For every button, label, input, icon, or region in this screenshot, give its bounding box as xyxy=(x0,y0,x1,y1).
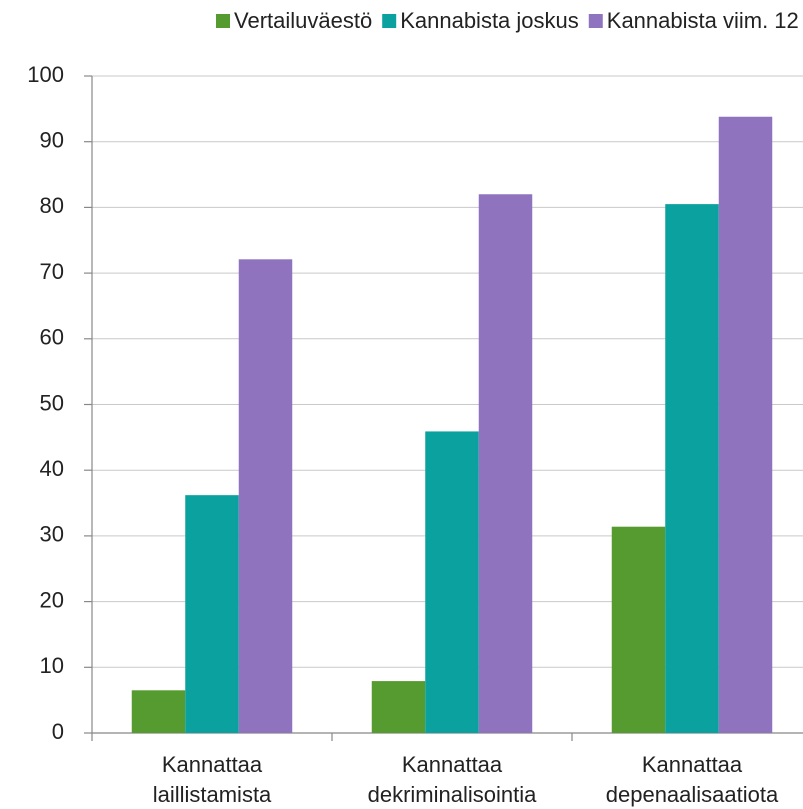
legend-label: Vertailuväestö xyxy=(234,8,372,33)
bar xyxy=(131,690,186,733)
bar xyxy=(238,259,293,733)
y-tick-label: 80 xyxy=(40,193,64,218)
legend-swatch xyxy=(216,14,230,28)
legend-swatch xyxy=(588,14,603,28)
bar xyxy=(611,526,666,733)
y-tick-label: 10 xyxy=(40,653,64,678)
bar xyxy=(425,431,479,733)
legend-label: Kannabista joskus xyxy=(400,8,579,33)
legend-label: Kannabista viim. 12 kk xyxy=(607,8,803,33)
y-tick-label: 40 xyxy=(40,456,64,481)
y-tick-label: 50 xyxy=(40,390,64,415)
y-tick-label: 30 xyxy=(40,522,64,547)
legend: Vertailuväestö Kannabista joskus Kannabist… xyxy=(216,8,803,33)
y-tick-label: 0 xyxy=(52,719,64,744)
bar xyxy=(718,116,773,733)
y-tick-label: 100 xyxy=(27,62,64,87)
legend-swatch xyxy=(382,14,397,28)
y-tick-label: 70 xyxy=(40,259,64,284)
bar xyxy=(185,495,239,733)
y-tick-label: 60 xyxy=(40,325,64,350)
bar xyxy=(665,204,719,734)
bar xyxy=(371,681,426,733)
bar xyxy=(478,194,533,733)
x-tick-label: Kannattaa depenaalisaatiota xyxy=(606,752,779,807)
x-tick-label: Kannattaa dekriminalisointia xyxy=(368,752,538,807)
y-tick-label: 90 xyxy=(40,128,64,153)
y-tick-label: 20 xyxy=(40,587,64,612)
x-tick-label: Kannattaa laillistamista xyxy=(153,752,272,807)
